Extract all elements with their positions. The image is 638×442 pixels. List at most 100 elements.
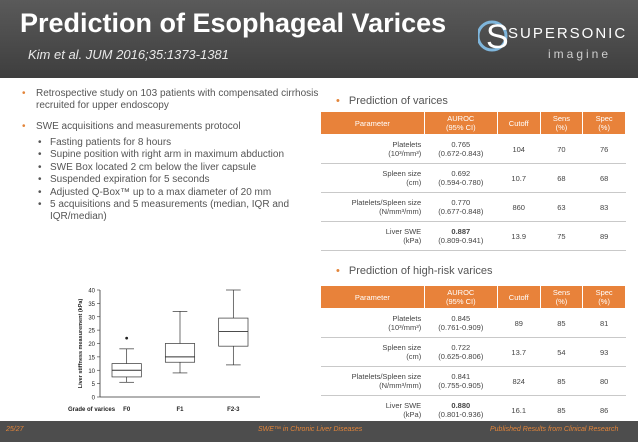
cell-cutoff: 860 bbox=[497, 192, 541, 222]
y-tick-label: 35 bbox=[88, 302, 95, 308]
logo-swirl bbox=[478, 20, 508, 52]
cell-sens: 68 bbox=[540, 163, 583, 193]
protocol-item: Supine position with right arm in maximu… bbox=[36, 149, 322, 161]
cell-cutoff: 10.7 bbox=[497, 163, 541, 193]
bullet-study-text: Retrospective study on 103 patients with… bbox=[36, 88, 319, 111]
bullet-dot-icon: • bbox=[336, 95, 340, 107]
table-header-row: Parameter AUROC (95% CI) Cutoff Sens (%) Spec(… bbox=[320, 111, 626, 135]
cell-sens: 85 bbox=[540, 308, 583, 338]
footer-right-text: Published Results from Clinical Research bbox=[490, 426, 619, 433]
y-tick-label: 25 bbox=[88, 329, 95, 335]
y-tick-label: 10 bbox=[88, 369, 95, 375]
bullet-protocol: • SWE acquisitions and measurements prot… bbox=[22, 121, 322, 222]
x-tick-label: F1 bbox=[176, 407, 184, 413]
x-axis-label: Grade of varices bbox=[68, 407, 116, 413]
slide-subtitle: Kim et al. JUM 2016;35:1373-1381 bbox=[28, 47, 229, 62]
table-row: Liver SWE (kPa) 0.887 (0.809-0.941) 13.9 75 89 bbox=[320, 221, 626, 251]
y-tick-label: 30 bbox=[88, 315, 95, 321]
cell-cutoff: 89 bbox=[497, 308, 541, 338]
cell-param: Spleen size (cm) bbox=[320, 163, 425, 193]
y-tick-label: 0 bbox=[92, 396, 96, 402]
cell-cutoff: 104 bbox=[497, 134, 541, 164]
y-tick-label: 15 bbox=[88, 355, 95, 361]
page-number: 25/27 bbox=[6, 426, 24, 433]
y-axis-label: Liver stiffness measurement (kPa) bbox=[78, 299, 84, 389]
table-header-row: Parameter AUROC (95% CI) Cutoff Sens (%) Spec(… bbox=[320, 285, 626, 309]
slide-footer: 25/27 SWE™ in Chronic Liver Diseases Pub… bbox=[0, 421, 638, 442]
column-header: Cutoff bbox=[496, 285, 541, 309]
box bbox=[218, 317, 249, 347]
bullet-dot-icon: • bbox=[22, 88, 26, 99]
cell-param: Liver SWE (kPa) bbox=[320, 221, 425, 251]
cell-sens: 75 bbox=[540, 221, 583, 251]
varices-table: Parameter AUROC (95% CI) Cutoff Sens (%) Spec(… bbox=[320, 111, 626, 251]
cell-auroc: 0.770 (0.677-0.848) bbox=[424, 192, 498, 222]
table-row: Platelets/Spleen size (N/mm³/mm) 0.770 (0.6… bbox=[320, 192, 626, 222]
column-header: Cutoff bbox=[496, 111, 541, 135]
cell-param: Platelets/Spleen size (N/mm³/mm) bbox=[320, 366, 425, 396]
y-tick-label: 20 bbox=[88, 342, 95, 348]
cell-auroc: 0.845 (0.761-0.909) bbox=[424, 308, 498, 338]
logo-bottom-text: imagine bbox=[548, 47, 611, 61]
cell-auroc: 0.841 (0.755-0.905) bbox=[424, 366, 498, 396]
cell-sens: 85 bbox=[540, 366, 583, 396]
table-row: Spleen size (cm) 0.692 (0.594-0.780) 10.7 68 6… bbox=[320, 163, 626, 193]
cell-spec: 83 bbox=[582, 192, 626, 222]
cell-spec: 76 bbox=[582, 134, 626, 164]
cell-param: Spleen size (cm) bbox=[320, 337, 425, 367]
column-header: AUROC (95% CI) bbox=[423, 285, 498, 309]
section-varices-title: Prediction of varices bbox=[348, 95, 448, 107]
table-row: Platelets/Spleen size (N/mm³/mm) 0.841 (0.7… bbox=[320, 366, 626, 396]
bullet-protocol-text: SWE acquisitions and measurements protoc… bbox=[36, 121, 241, 132]
logo-top-text: SUPERSONIC bbox=[508, 25, 627, 42]
protocol-list: Fasting patients for 8 hours Supine posi… bbox=[36, 137, 322, 223]
cell-spec: 80 bbox=[582, 366, 626, 396]
cell-spec: 81 bbox=[582, 308, 626, 338]
cell-sens: 63 bbox=[540, 192, 583, 222]
cell-auroc: 0.692 (0.594-0.780) bbox=[424, 163, 498, 193]
column-header: Sens (%) bbox=[539, 285, 584, 309]
y-tick-label: 40 bbox=[88, 289, 95, 295]
cell-spec: 93 bbox=[582, 337, 626, 367]
cell-cutoff: 16.1 bbox=[497, 395, 541, 425]
cell-sens: 70 bbox=[540, 134, 583, 164]
cell-cutoff: 13.9 bbox=[497, 221, 541, 251]
slide-title: Prediction of Esophageal Varices bbox=[20, 8, 447, 38]
bullet-dot-icon: • bbox=[336, 265, 340, 277]
table-row: Platelets (10³/mm³) 0.845 (0.761-0.909) 89 85… bbox=[320, 308, 626, 338]
y-tick-label: 5 bbox=[92, 382, 96, 388]
cell-spec: 86 bbox=[582, 395, 626, 425]
section-high-risk: • Prediction of high-risk varices bbox=[336, 265, 493, 277]
cell-auroc: 0.887 (0.809-0.941) bbox=[424, 221, 498, 251]
cell-param: Platelets (10³/mm³) bbox=[320, 308, 425, 338]
protocol-item: Suspended expiration for 5 seconds bbox=[36, 174, 322, 186]
cell-spec: 68 bbox=[582, 163, 626, 193]
footer-center-text: SWE™ in Chronic Liver Diseases bbox=[258, 426, 363, 433]
protocol-item: Adjusted Q-Box™ up to a max diameter of … bbox=[36, 187, 322, 199]
table-row: Spleen size (cm) 0.722 (0.625-0.806) 13.7 54 9… bbox=[320, 337, 626, 367]
column-header: AUROC (95% CI) bbox=[423, 111, 498, 135]
cell-param: Platelets/Spleen size (N/mm³/mm) bbox=[320, 192, 425, 222]
supersonic-logo: S SUPERSONIC imagine bbox=[478, 18, 627, 61]
x-tick-label: F2-3 bbox=[227, 407, 240, 413]
box bbox=[164, 343, 196, 363]
box-plot-chart: 0 5 10 15 20 25 30 35 40 Liver stiffness measurem… bbox=[68, 289, 260, 413]
cell-spec: 89 bbox=[582, 221, 626, 251]
high-risk-table: Parameter AUROC (95% CI) Cutoff Sens (%) Spec(… bbox=[320, 285, 626, 425]
x-tick-label: F0 bbox=[123, 407, 131, 413]
cell-auroc: 0.765 (0.672-0.843) bbox=[424, 134, 498, 164]
outlier-point bbox=[125, 336, 129, 340]
section-varices: • Prediction of varices bbox=[336, 95, 448, 107]
column-header: Sens (%) bbox=[539, 111, 584, 135]
protocol-item: Fasting patients for 8 hours bbox=[36, 137, 322, 149]
protocol-item: 5 acquisitions and 5 measurements (media… bbox=[36, 199, 322, 222]
cell-param: Platelets (10³/mm³) bbox=[320, 134, 425, 164]
column-header: Parameter bbox=[320, 285, 425, 309]
cell-auroc: 0.880 (0.801-0.936) bbox=[424, 395, 498, 425]
bullet-dot-icon: • bbox=[22, 121, 26, 132]
cell-sens: 85 bbox=[540, 395, 583, 425]
section-high-risk-title: Prediction of high-risk varices bbox=[348, 265, 493, 277]
column-header: Spec (%) bbox=[582, 111, 626, 135]
cell-cutoff: 13.7 bbox=[497, 337, 541, 367]
logo-s: S bbox=[486, 18, 509, 56]
